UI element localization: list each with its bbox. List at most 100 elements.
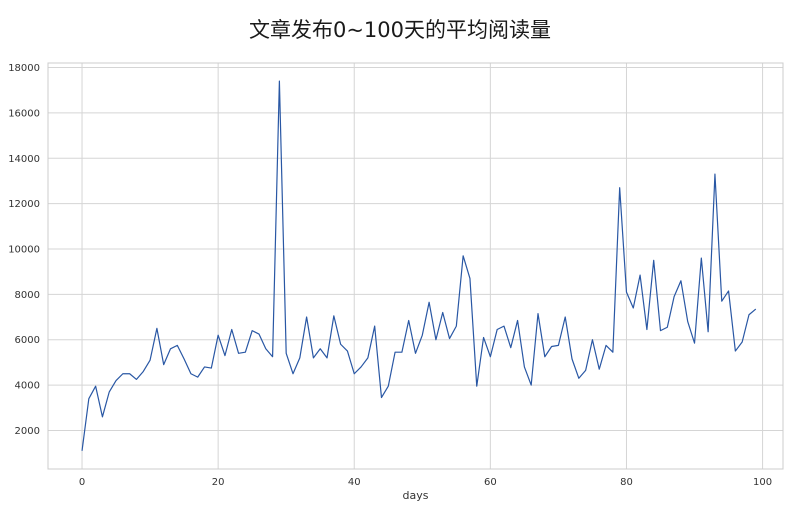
y-tick-label: 6000: [15, 335, 40, 346]
data-point: [605, 344, 607, 346]
data-point: [652, 259, 654, 261]
data-point: [88, 397, 90, 399]
data-point: [721, 300, 723, 302]
data-point: [387, 385, 389, 387]
x-tick-label: 80: [620, 477, 633, 488]
data-point: [183, 358, 185, 360]
x-tick-labels: 0 20 40 60 80 100: [79, 477, 772, 488]
data-point: [312, 357, 314, 359]
data-point: [510, 346, 512, 348]
data-point: [128, 373, 130, 375]
data-point: [455, 325, 457, 327]
data-point: [550, 345, 552, 347]
grid-layer: [48, 63, 783, 469]
data-point: [598, 368, 600, 370]
data-point: [156, 327, 158, 329]
data-point: [265, 348, 267, 350]
data-point: [339, 343, 341, 345]
data-point: [285, 352, 287, 354]
x-tick-label: 60: [484, 477, 497, 488]
y-tick-label: 4000: [15, 381, 40, 392]
data-point: [687, 320, 689, 322]
data-point: [755, 308, 757, 310]
data-point: [271, 356, 273, 358]
data-point: [360, 366, 362, 368]
data-point: [333, 315, 335, 317]
data-point: [659, 329, 661, 331]
data-point: [81, 450, 83, 452]
data-point: [94, 385, 96, 387]
y-tick-label: 14000: [8, 154, 40, 165]
data-points: [81, 80, 757, 452]
data-point: [162, 363, 164, 365]
data-point: [101, 416, 103, 418]
y-tick-label: 16000: [8, 108, 40, 119]
data-point: [680, 280, 682, 282]
data-point: [299, 357, 301, 359]
data-point: [646, 328, 648, 330]
x-tick-label: 20: [212, 477, 225, 488]
data-point: [700, 257, 702, 259]
data-point: [741, 341, 743, 343]
data-point: [231, 328, 233, 330]
data-point: [278, 80, 280, 82]
data-point: [544, 356, 546, 358]
data-point: [414, 352, 416, 354]
data-point: [714, 173, 716, 175]
data-point: [693, 342, 695, 344]
data-point: [244, 351, 246, 353]
data-point: [612, 351, 614, 353]
data-point: [503, 325, 505, 327]
y-tick-labels: 2000 4000 6000 8000 10000 12000 14000 16000 1800…: [8, 63, 40, 437]
data-point: [394, 351, 396, 353]
data-point: [353, 373, 355, 375]
data-point: [401, 351, 403, 353]
data-point: [421, 334, 423, 336]
data-point: [448, 337, 450, 339]
data-point: [305, 316, 307, 318]
data-point: [530, 384, 532, 386]
data-point: [169, 348, 171, 350]
data-point: [482, 336, 484, 338]
data-point: [564, 316, 566, 318]
y-tick-label: 18000: [8, 63, 40, 74]
data-point: [727, 290, 729, 292]
data-point: [523, 366, 525, 368]
data-point: [584, 369, 586, 371]
data-point: [224, 354, 226, 356]
chart-title: 文章发布0~100天的平均阅读量: [248, 18, 552, 42]
data-point: [435, 339, 437, 341]
data-point: [326, 357, 328, 359]
data-point: [537, 312, 539, 314]
data-point: [591, 339, 593, 341]
data-point: [496, 328, 498, 330]
y-tick-label: 10000: [8, 244, 40, 255]
data-point: [373, 325, 375, 327]
data-point: [319, 348, 321, 350]
y-tick-label: 8000: [15, 290, 40, 301]
data-point: [258, 333, 260, 335]
data-point: [367, 357, 369, 359]
data-point: [217, 334, 219, 336]
x-axis-label: days: [403, 489, 429, 502]
data-point: [516, 319, 518, 321]
data-point: [673, 295, 675, 297]
data-point: [115, 379, 117, 381]
data-point: [142, 370, 144, 372]
data-point: [407, 319, 409, 321]
data-point: [442, 311, 444, 313]
data-point: [734, 350, 736, 352]
data-point: [108, 391, 110, 393]
x-tick-label: 40: [348, 477, 361, 488]
data-point: [469, 277, 471, 279]
data-point: [639, 274, 641, 276]
data-point: [489, 356, 491, 358]
data-point: [428, 301, 430, 303]
data-point: [462, 255, 464, 257]
data-point: [176, 344, 178, 346]
data-point: [251, 329, 253, 331]
data-point: [135, 378, 137, 380]
data-point: [748, 314, 750, 316]
